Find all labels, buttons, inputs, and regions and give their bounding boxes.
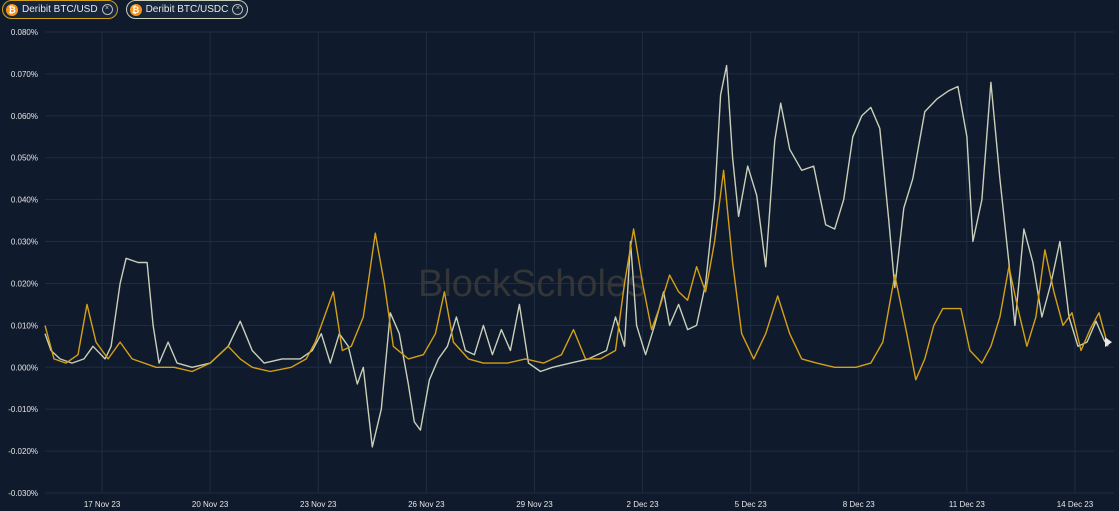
series-layer <box>44 64 1112 448</box>
y-tick-label: 0.000% <box>11 363 38 372</box>
x-tick-label: 23 Nov 23 <box>300 500 337 509</box>
close-icon[interactable]: × <box>101 4 113 15</box>
x-tick-label: 14 Dec 23 <box>1057 500 1094 509</box>
x-axis: 17 Nov 23 20 Nov 23 23 Nov 23 26 Nov 23 29 N… <box>84 500 1094 509</box>
y-tick-label: -0.030% <box>8 489 38 498</box>
series-line-btc-usd <box>44 169 1109 381</box>
bitcoin-icon: ₿ <box>129 3 142 16</box>
y-tick-label: 0.030% <box>11 238 38 247</box>
x-tick-label: 29 Nov 23 <box>516 500 553 509</box>
y-tick-label: 0.060% <box>11 112 38 121</box>
x-tick-label: 17 Nov 23 <box>84 500 121 509</box>
y-tick-label: 0.070% <box>11 70 38 79</box>
legend-label: Deribit BTC/USDC <box>145 4 229 15</box>
y-tick-label: 0.050% <box>11 154 38 163</box>
legend: ₿ Deribit BTC/USD × ₿ Deribit BTC/USDC × <box>2 0 249 19</box>
y-tick-label: -0.020% <box>8 447 38 456</box>
y-tick-label: 0.080% <box>11 28 38 37</box>
y-tick-label: 0.010% <box>11 321 38 330</box>
series-end-marker <box>1104 337 1112 348</box>
x-tick-label: 2 Dec 23 <box>627 500 660 509</box>
x-tick-label: 20 Nov 23 <box>192 500 229 509</box>
series-line-btc-usdc <box>44 64 1106 448</box>
y-tick-label: 0.020% <box>11 279 38 288</box>
legend-item-btc-usd[interactable]: ₿ Deribit BTC/USD × <box>2 0 118 19</box>
close-icon[interactable]: × <box>232 4 244 15</box>
x-tick-label: 8 Dec 23 <box>843 500 876 509</box>
x-tick-label: 5 Dec 23 <box>735 500 768 509</box>
x-tick-label: 26 Nov 23 <box>408 500 445 509</box>
y-tick-label: -0.010% <box>8 405 38 414</box>
y-tick-label: 0.040% <box>11 196 38 205</box>
watermark: BlockScholes <box>418 263 646 305</box>
legend-item-btc-usdc[interactable]: ₿ Deribit BTC/USDC × <box>125 0 249 19</box>
x-tick-label: 11 Dec 23 <box>949 500 985 509</box>
bitcoin-icon: ₿ <box>6 3 18 16</box>
gridlines <box>45 31 1114 494</box>
legend-label: Deribit BTC/USD <box>22 4 98 15</box>
y-axis: 0.080% 0.070% 0.060% 0.050% 0.040% 0.030% 0.02… <box>8 28 38 498</box>
